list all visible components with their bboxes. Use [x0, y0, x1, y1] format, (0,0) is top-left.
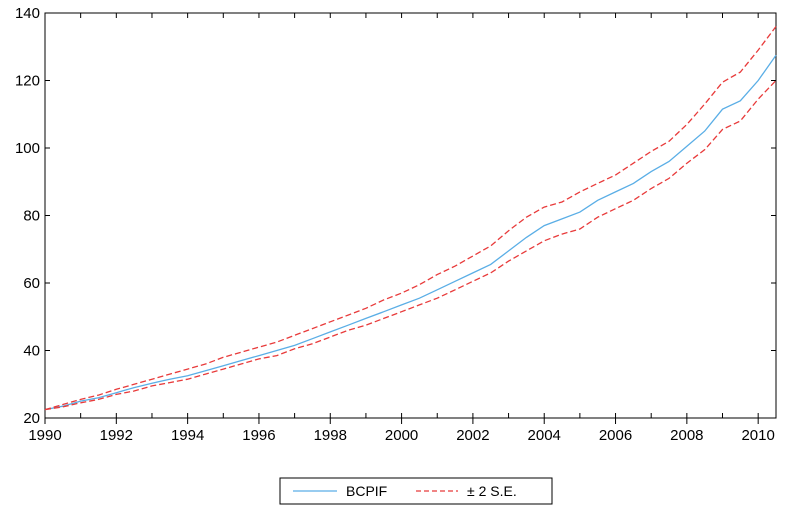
x-tick-label: 2010: [741, 427, 774, 444]
y-tick-label: 20: [23, 410, 40, 427]
x-tick-label: 1998: [314, 427, 347, 444]
legend-label-se: ± 2 S.E.: [467, 483, 517, 499]
x-tick-label: 2004: [528, 427, 561, 444]
x-tick-label: 2000: [385, 427, 418, 444]
series-layer: [44, 26, 777, 411]
x-tick-label: 1994: [171, 427, 204, 444]
y-tick-label: 100: [15, 140, 40, 157]
x-tick-label: 2008: [670, 427, 703, 444]
series-lower-band-line: [44, 80, 777, 411]
y-tick-label: 80: [23, 208, 40, 225]
series-bcpif-line: [44, 54, 777, 411]
x-tick-label: 2006: [599, 427, 632, 444]
y-axis: 20 40 60 80 100 120 140: [15, 5, 776, 427]
y-tick-label: 120: [15, 73, 40, 90]
legend: BCPIF ± 2 S.E.: [279, 477, 553, 505]
x-tick-label: 1996: [242, 427, 275, 444]
y-tick-label: 140: [15, 5, 40, 22]
x-axis: 1990 1992 1994 1996 1998 2000 2002 2004 2006 2008…: [28, 13, 775, 444]
x-tick-label: 1992: [100, 427, 133, 444]
x-tick-label: 2002: [456, 427, 489, 444]
x-tick-label: 1990: [28, 427, 61, 444]
series-upper-band-line: [44, 26, 777, 411]
y-tick-label: 60: [23, 275, 40, 292]
plot-frame: [44, 12, 777, 419]
legend-label-bcpif: BCPIF: [346, 483, 387, 499]
y-tick-label: 40: [23, 343, 40, 360]
